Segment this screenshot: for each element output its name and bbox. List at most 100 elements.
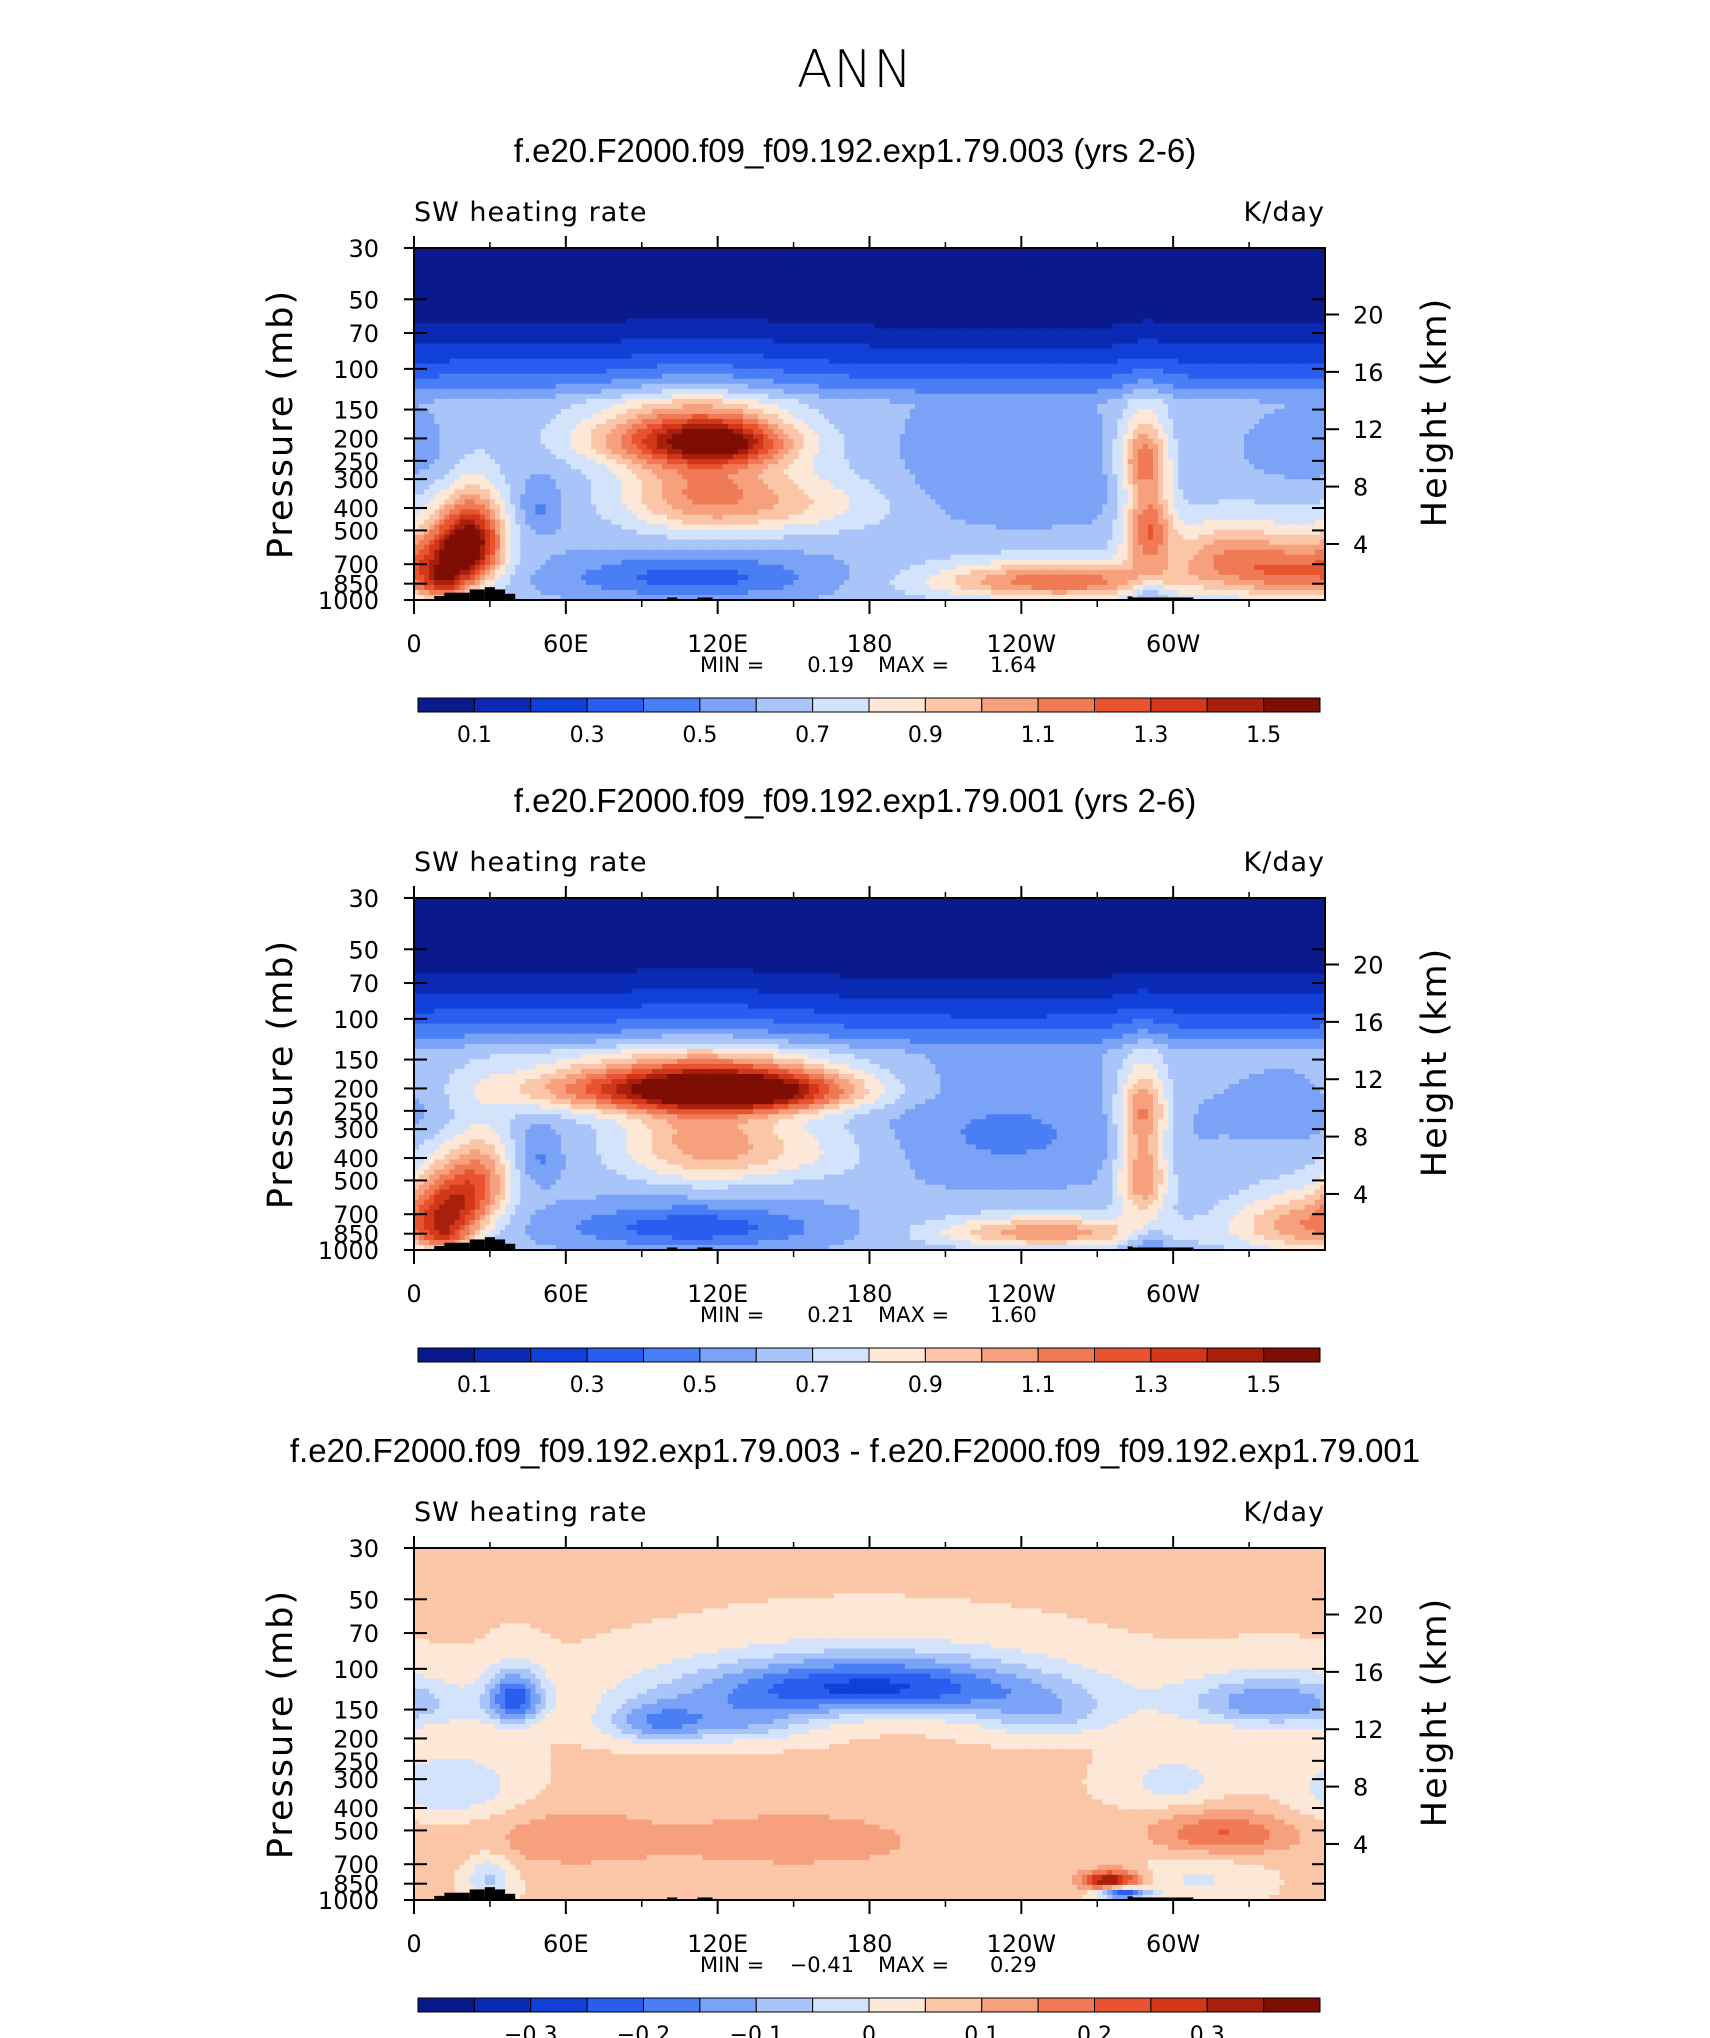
field-cell xyxy=(945,273,951,279)
field-cell xyxy=(611,258,617,264)
field-cell xyxy=(1037,258,1043,264)
field-cell xyxy=(783,313,789,319)
field-cell xyxy=(849,258,855,264)
field-cell xyxy=(854,303,860,309)
field-cell xyxy=(1158,313,1164,319)
field-cell xyxy=(439,278,445,284)
field-cell xyxy=(1193,288,1199,294)
field-cell xyxy=(541,379,547,385)
field-cell xyxy=(738,273,744,279)
field-cell xyxy=(1229,303,1235,309)
field-cell xyxy=(981,288,987,294)
field-cell xyxy=(1072,333,1078,339)
field-cell xyxy=(1264,308,1270,314)
field-cell xyxy=(1305,293,1311,299)
field-cell xyxy=(702,253,708,259)
field-cell xyxy=(1148,333,1154,339)
field-cell xyxy=(632,258,638,264)
field-cell xyxy=(667,273,673,279)
field-cell xyxy=(753,369,759,375)
field-cell xyxy=(864,288,870,294)
field-cell xyxy=(880,364,886,370)
field-cell xyxy=(910,323,916,329)
field-cell xyxy=(1264,258,1270,264)
field-cell xyxy=(950,349,956,355)
field-cell xyxy=(1158,303,1164,309)
field-cell xyxy=(1031,344,1037,350)
field-cell xyxy=(880,344,886,350)
field-cell xyxy=(1153,293,1159,299)
field-cell xyxy=(505,288,511,294)
field-cell xyxy=(1123,278,1129,284)
field-cell xyxy=(844,364,850,370)
field-cell xyxy=(773,349,779,355)
field-cell xyxy=(839,339,845,345)
field-cell xyxy=(859,288,865,294)
field-cell xyxy=(814,288,820,294)
field-cell xyxy=(809,283,815,289)
field-cell xyxy=(1021,298,1027,304)
field-cell xyxy=(1077,339,1083,345)
field-cell xyxy=(510,359,516,365)
field-cell xyxy=(834,323,840,329)
field-cell xyxy=(976,283,982,289)
field-cell xyxy=(728,374,734,380)
field-cell xyxy=(556,313,562,319)
field-cell xyxy=(854,339,860,345)
field-cell xyxy=(1067,359,1073,365)
field-cell xyxy=(1153,273,1159,279)
field-cell xyxy=(920,293,926,299)
field-cell xyxy=(834,253,840,259)
field-cell xyxy=(758,278,764,284)
field-cell xyxy=(1163,253,1169,259)
field-cell xyxy=(444,384,450,390)
field-cell xyxy=(844,313,850,319)
field-cell xyxy=(1183,308,1189,314)
field-cell xyxy=(864,369,870,375)
field-cell xyxy=(940,253,946,259)
field-cell xyxy=(505,298,511,304)
field-cell xyxy=(692,303,698,309)
field-cell xyxy=(753,293,759,299)
field-cell xyxy=(692,258,698,264)
field-cell xyxy=(814,258,820,264)
field-cell xyxy=(1204,349,1210,355)
field-cell xyxy=(814,268,820,274)
field-cell xyxy=(794,344,800,350)
field-cell xyxy=(945,364,951,370)
field-cell xyxy=(1138,273,1144,279)
field-cell xyxy=(743,268,749,274)
field-cell xyxy=(1219,278,1225,284)
field-cell xyxy=(794,253,800,259)
field-cell xyxy=(1047,283,1053,289)
field-cell xyxy=(945,313,951,319)
field-cell xyxy=(632,293,638,299)
field-cell xyxy=(733,333,739,339)
field-cell xyxy=(657,344,663,350)
field-cell xyxy=(1178,359,1184,365)
field-cell xyxy=(1254,339,1260,345)
field-cell xyxy=(864,278,870,284)
field-cell xyxy=(925,384,931,390)
field-cell xyxy=(465,278,471,284)
field-cell xyxy=(880,288,886,294)
field-cell xyxy=(535,288,541,294)
field-cell xyxy=(945,258,951,264)
field-cell xyxy=(1138,283,1144,289)
field-cell xyxy=(657,253,663,259)
field-cell xyxy=(1204,308,1210,314)
field-cell xyxy=(657,369,663,375)
field-cell xyxy=(1047,298,1053,304)
field-cell xyxy=(910,369,916,375)
field-cell xyxy=(1219,379,1225,385)
field-cell xyxy=(530,323,536,329)
field-cell xyxy=(809,379,815,385)
field-cell xyxy=(429,298,435,304)
field-cell xyxy=(738,339,744,345)
field-cell xyxy=(1143,339,1149,345)
field-cell xyxy=(753,278,759,284)
field-cell xyxy=(1254,298,1260,304)
field-cell xyxy=(1279,318,1285,324)
field-cell xyxy=(1198,308,1204,314)
field-cell xyxy=(1042,283,1048,289)
